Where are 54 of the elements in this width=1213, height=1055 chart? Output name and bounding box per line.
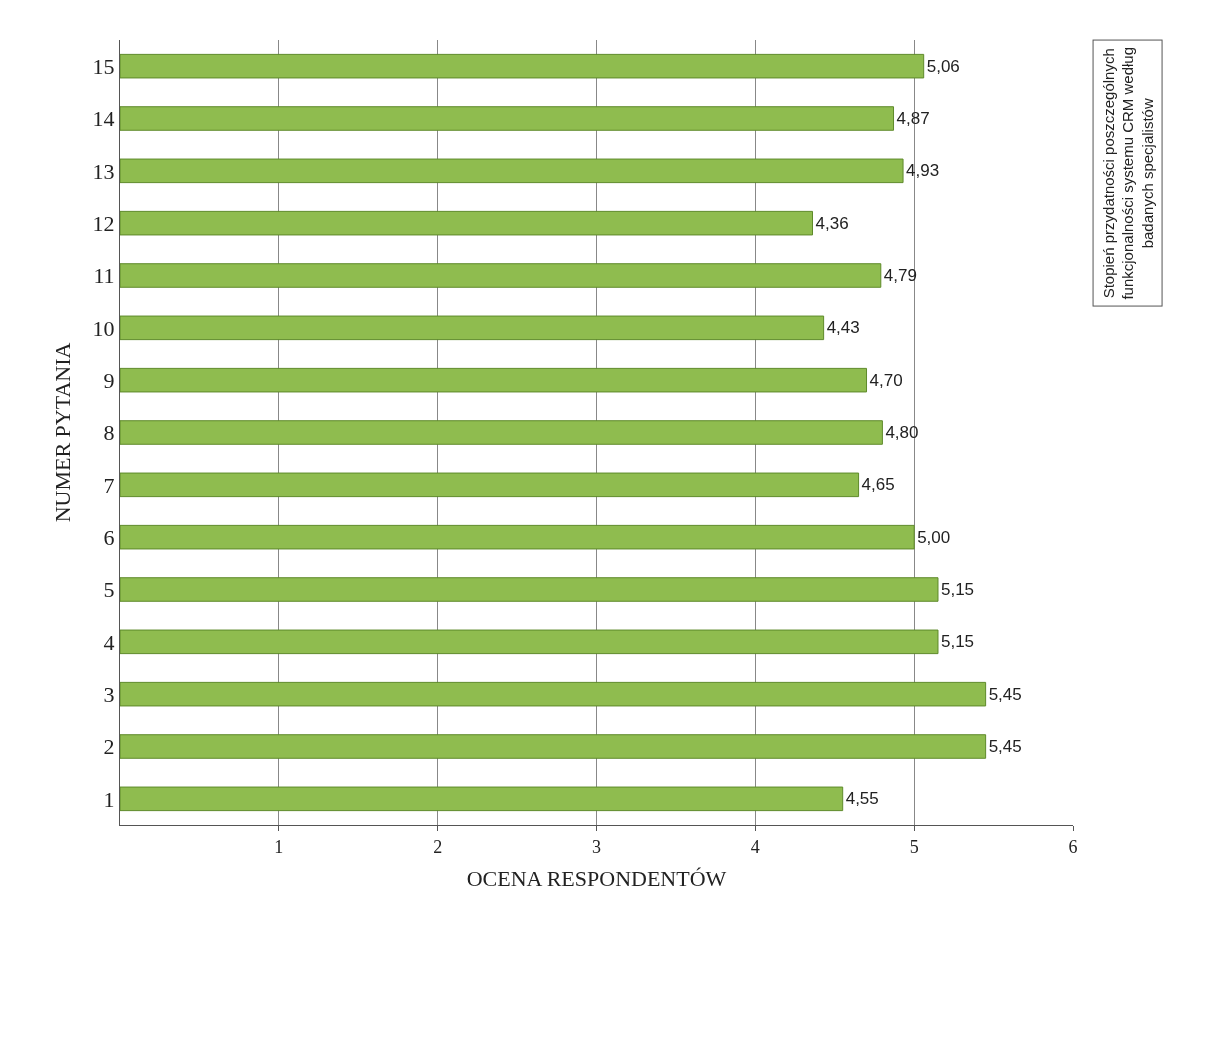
bar — [120, 158, 904, 184]
bar — [120, 786, 844, 812]
y-tick-label: 14 — [92, 106, 115, 132]
data-label: 4,55 — [845, 789, 879, 809]
data-label: 5,45 — [988, 684, 1022, 704]
y-tick-label: 8 — [103, 420, 115, 446]
y-tick-label: 7 — [103, 472, 115, 498]
bar — [120, 524, 915, 550]
data-label: 4,80 — [885, 423, 919, 443]
bar — [120, 263, 882, 288]
y-axis-title: NUMER PYTANIA — [50, 342, 76, 523]
bar — [120, 472, 860, 498]
x-tick-label: 4 — [750, 836, 760, 857]
text: Stopień przydatności poszczególnych funkcjonalności systemu CRM według badanych specjalistów — [1099, 46, 1156, 300]
bar — [120, 681, 987, 707]
data-label: 4,65 — [861, 475, 895, 495]
bar — [120, 315, 825, 341]
data-label: 4,79 — [883, 266, 917, 285]
bar — [120, 106, 895, 131]
y-tick-label: 5 — [103, 577, 115, 603]
bar — [120, 210, 814, 236]
data-label: 5,00 — [917, 527, 951, 547]
data-label: 4,87 — [896, 109, 930, 129]
data-label: 4,36 — [815, 213, 849, 233]
x-tick-label: 3 — [592, 836, 601, 857]
y-tick-label: 12 — [92, 210, 115, 236]
data-label: 4,93 — [906, 161, 940, 181]
y-tick-label: 9 — [103, 367, 115, 393]
bar — [120, 577, 939, 602]
data-label: 5,15 — [940, 580, 975, 600]
data-label: 5,45 — [988, 737, 1022, 757]
bar — [120, 629, 939, 655]
x-axis-title: OCENA RESPONDENTÓW — [466, 866, 727, 892]
y-tick-label: 10 — [92, 315, 115, 341]
data-label: 4,43 — [826, 318, 860, 338]
data-label: 5,06 — [926, 56, 960, 76]
data-label: 4,70 — [869, 370, 903, 390]
y-tick-label: 13 — [92, 158, 115, 184]
y-tick-label: 3 — [103, 681, 115, 707]
bar — [120, 53, 925, 79]
bar — [120, 734, 987, 759]
y-tick-label: 15 — [92, 53, 115, 79]
y-tick-label: 2 — [103, 734, 115, 760]
y-tick-label: 4 — [103, 629, 115, 655]
data-label: 5,15 — [940, 632, 975, 652]
x-tick-label: 1 — [274, 836, 284, 857]
y-tick-label: 6 — [103, 524, 115, 550]
bar — [120, 420, 883, 445]
bar — [120, 367, 868, 393]
x-tick-label: 5 — [909, 836, 919, 857]
y-tick-label: 11 — [93, 263, 115, 289]
y-tick-label: 1 — [103, 786, 115, 812]
x-tick-label: 6 — [1068, 836, 1078, 857]
x-tick-label: 2 — [433, 836, 443, 857]
